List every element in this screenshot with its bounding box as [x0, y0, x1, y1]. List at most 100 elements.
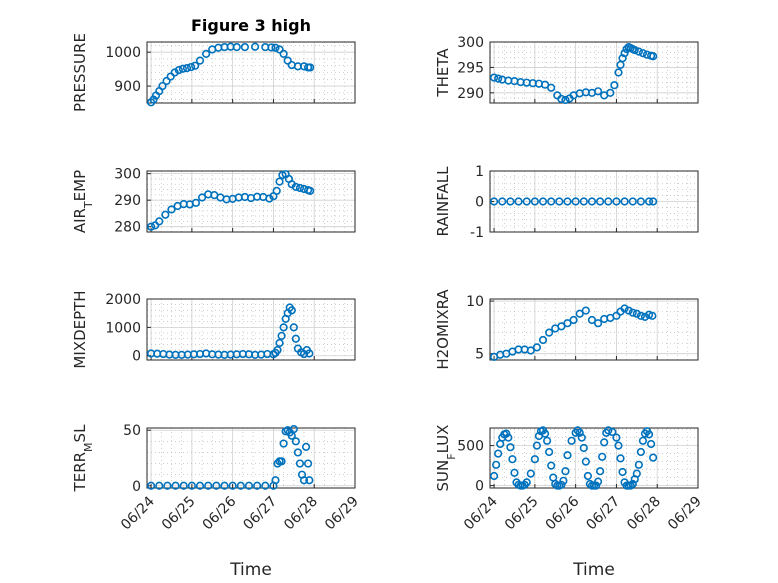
x-axis-label-right: Time: [572, 560, 615, 580]
data-point: [563, 197, 572, 206]
data-point: [608, 427, 617, 437]
data-point: [579, 443, 588, 453]
data-point: [158, 81, 167, 91]
y-axis-label-part: PRESSURE: [71, 33, 89, 112]
data-point: [253, 481, 262, 490]
y-axis-label: PRESSURE: [71, 33, 89, 112]
y-axis-label-part: SUN: [434, 460, 452, 492]
data-point: [204, 481, 213, 490]
y-tick-label: 290: [457, 86, 484, 102]
y-tick-label: 10: [466, 294, 484, 310]
data-point: [277, 331, 286, 340]
data-point: [179, 481, 188, 490]
y-tick-label: 280: [114, 220, 141, 236]
data-point: [614, 441, 623, 450]
data-point: [557, 322, 566, 331]
data-point: [526, 469, 535, 478]
data-point: [610, 81, 619, 90]
data-point: [561, 467, 570, 476]
panel-h2omixra: 5 10 H2OMIXRA: [434, 289, 699, 370]
data-point: [632, 309, 641, 318]
data-point: [579, 197, 588, 206]
data-point: [293, 448, 303, 457]
data-point: [614, 68, 623, 77]
data-point: [636, 311, 646, 320]
y-tick-label: 0: [132, 479, 141, 495]
data-point: [306, 186, 315, 195]
data-point: [575, 428, 584, 437]
data-point: [289, 323, 298, 332]
data-point: [563, 451, 572, 460]
data-point: [640, 312, 650, 321]
y-tick-label: 300: [114, 167, 141, 183]
data-point: [563, 319, 572, 328]
data-point: [494, 449, 503, 458]
data-point: [526, 346, 535, 355]
data-point: [494, 74, 503, 83]
y-tick-label: -1: [470, 225, 484, 241]
data-point: [632, 469, 641, 478]
data-point: [174, 66, 183, 75]
data-point: [620, 197, 629, 206]
data-point: [220, 481, 229, 490]
axes-box: [489, 41, 699, 104]
y-axis-label: AIRTEMP: [71, 170, 95, 233]
data-point: [306, 63, 315, 72]
data-point: [540, 429, 550, 438]
data-point: [538, 197, 548, 206]
data-point: [271, 43, 280, 52]
y-tick-label: 0: [475, 479, 484, 495]
data-point: [540, 80, 550, 89]
data-point: [634, 47, 643, 56]
data-point: [283, 56, 292, 65]
data-point: [279, 323, 288, 332]
data-point: [547, 83, 556, 92]
data-point: [191, 198, 201, 207]
y-tick-label: 500: [457, 439, 484, 455]
data-point: [649, 197, 658, 206]
data-point: [232, 42, 241, 52]
data-point: [275, 338, 284, 348]
panel-rainfall: -1 0 1 RAINFALL: [434, 164, 699, 241]
data-point: [555, 197, 564, 206]
panel-theta: 290 295 300 THETA: [434, 35, 699, 105]
data-point: [162, 76, 171, 86]
data-point: [305, 349, 314, 358]
data-point: [542, 436, 552, 445]
data-point: [502, 429, 511, 438]
data-point: [161, 210, 170, 219]
y-tick-label: 900: [114, 79, 141, 95]
data-point: [569, 315, 578, 325]
y-axis-label-part: EMP: [71, 170, 89, 201]
data-point: [649, 52, 658, 61]
y-tick-label: 295: [457, 60, 484, 76]
data-point: [291, 437, 300, 446]
data-point: [612, 311, 621, 320]
y-tick-label: 1000: [105, 320, 141, 336]
data-point: [581, 457, 590, 466]
data-point: [583, 471, 592, 481]
data-point: [301, 442, 311, 451]
data-point: [577, 433, 586, 442]
y-tick-label: 0: [475, 195, 484, 211]
data-point: [545, 328, 554, 337]
x-axis-label-left: Time: [229, 560, 272, 580]
data-point: [604, 197, 613, 206]
data-point: [278, 170, 287, 180]
data-point: [182, 63, 192, 73]
data-point: [591, 481, 601, 490]
y-axis-label: MIXDEPTH: [71, 290, 89, 368]
y-axis-label: TERRMSL: [71, 424, 95, 493]
y-axis-label-part: THETA: [434, 48, 452, 98]
y-axis-label-part: LUX: [434, 425, 452, 454]
axes-box: [146, 41, 356, 104]
data-point: [545, 447, 554, 457]
data-point: [191, 61, 200, 70]
y-axis-label: THETA: [434, 48, 452, 98]
data-point: [291, 334, 300, 343]
data-point: [504, 433, 513, 442]
axes-box: [146, 298, 356, 361]
y-tick-label: 2000: [105, 292, 141, 308]
data-point: [155, 481, 164, 490]
